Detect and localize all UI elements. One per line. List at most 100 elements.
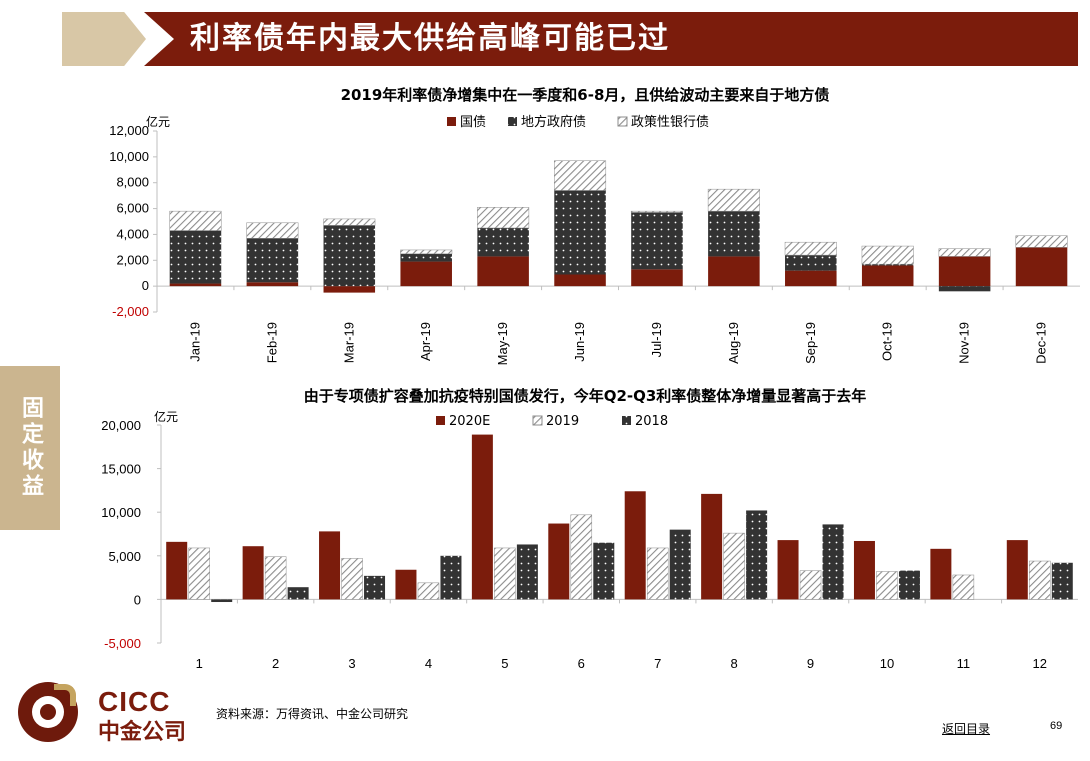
chart1-unit: 亿元 — [146, 114, 170, 129]
legend-label-s1: 国债 — [460, 115, 486, 130]
chart2-bar-1-3 — [319, 531, 341, 600]
chart1-bar-3-1 — [169, 210, 222, 231]
legend-swatch-s1 — [447, 117, 456, 126]
chart2-x-tick: 12 — [1033, 656, 1047, 671]
chart2-y-tick: 10,000 — [101, 505, 141, 520]
legend-swatch-s3 — [617, 116, 628, 127]
chart1-bar-2-8 — [708, 211, 760, 257]
chart2-bar-3-9 — [822, 524, 844, 600]
chart1-bar-3-5 — [477, 207, 530, 229]
chart2-bar-1-5 — [471, 434, 493, 600]
chart1-bar-1-4 — [400, 261, 452, 287]
chart2-bar-2-10 — [876, 571, 898, 600]
legend-swatch-s1 — [436, 416, 445, 425]
source-note: 资料来源：万得资讯、中金公司研究 — [216, 707, 409, 721]
chart2-bar-2-5 — [494, 547, 516, 600]
chart2-title: 由于专项债扩容叠加抗疫特别国债发行，今年Q2-Q3利率债整体净增量显著高于去年 — [304, 387, 867, 405]
legend-label-s1: 2020E — [449, 414, 490, 429]
chart2-x-tick: 2 — [272, 656, 279, 671]
chart1-bar-2-10 — [861, 264, 914, 266]
chart2-x-tick: 6 — [578, 656, 585, 671]
chart2-bar-1-9 — [777, 540, 799, 600]
chart1-x-tick: Apr-19 — [418, 322, 433, 361]
chart2-bar-3-4 — [440, 555, 462, 600]
chart1-y-tick: -2,000 — [112, 304, 149, 319]
chart1-bar-2-11 — [938, 286, 991, 292]
chart1-x-tick: Jul-19 — [649, 322, 664, 357]
chart2-bar-3-7 — [669, 529, 691, 600]
chart1-y-tick: 4,000 — [116, 226, 149, 241]
chart1-bar-3-12 — [1015, 235, 1068, 248]
chart1-bar-1-11 — [938, 256, 991, 287]
chart2-bar-2-1 — [188, 547, 210, 600]
chart2-bar-3-1 — [211, 599, 233, 603]
chart1-bar-3-7 — [630, 210, 683, 213]
legend-label-s2: 地方政府债 — [521, 114, 586, 130]
legend-swatch-s3 — [622, 416, 631, 425]
page-title: 利率债年内最大供给高峰可能已过 — [190, 21, 670, 56]
chart2-x-tick: 3 — [348, 656, 355, 671]
chart1-bar-1-12 — [1015, 247, 1068, 287]
chart2-bar-2-4 — [417, 582, 440, 600]
chart1-x-tick: Jan-19 — [187, 322, 202, 362]
chart1-x-tick: Feb-19 — [264, 322, 279, 363]
chart1-x-tick: Jun-19 — [572, 322, 587, 362]
chart2-x-tick: 4 — [425, 656, 432, 671]
chart1-bar-2-1 — [169, 230, 222, 284]
chart1-bar-1-7 — [631, 269, 683, 287]
chart2-bar-3-8 — [746, 510, 768, 600]
chart1-y-tick: 0 — [142, 278, 149, 293]
legend-swatch-s2 — [508, 117, 517, 126]
chart2-bar-1-12 — [1006, 540, 1028, 600]
chart2-y-tick: 5,000 — [108, 549, 141, 564]
back-to-contents-link[interactable]: 返回目录 — [942, 722, 991, 736]
chart1-legend: 国债 地方政府债 政策性银行债 — [447, 114, 709, 130]
chart1-bar-1-9 — [785, 270, 837, 287]
banner-accent — [62, 12, 146, 66]
logo-text-cn: 中金公司 — [98, 720, 187, 745]
chart1-y-tick: 10,000 — [109, 149, 149, 164]
chart1-bar-1-2 — [246, 282, 299, 287]
chart1-x-tick: Dec-19 — [1034, 322, 1049, 364]
logo-text-en: CICC — [98, 686, 171, 717]
chart1-x-tick: Mar-19 — [341, 322, 356, 363]
chart-monthly-supply-2019: 2019年利率债净增集中在一季度和6-8月，且供给波动主要来自于地方债 亿元 国… — [109, 86, 1080, 365]
chart2-bar-2-8 — [723, 532, 745, 600]
chart2-bar-3-2 — [287, 587, 309, 600]
chart2-bar-1-7 — [624, 491, 646, 600]
section-tab[interactable]: 固定收益 — [0, 366, 60, 530]
chart2-bar-2-3 — [341, 558, 363, 600]
chart1-bar-3-4 — [400, 249, 453, 255]
chart1-bar-3-11 — [938, 248, 991, 257]
chart2-bar-3-6 — [593, 542, 615, 600]
chart1-bar-1-8 — [708, 256, 760, 287]
chart2-y-tick: -5,000 — [104, 636, 141, 651]
chart1-bar-3-6 — [554, 160, 607, 191]
chart2-x-tick: 8 — [731, 656, 738, 671]
chart2-bar-1-10 — [853, 540, 875, 600]
chart1-x-tick: Nov-19 — [957, 322, 972, 364]
chart1-bar-1-1 — [169, 283, 222, 287]
chart1-bar-3-10 — [861, 245, 914, 265]
chart2-bar-1-8 — [701, 493, 723, 600]
chart2-x-tick: 7 — [654, 656, 661, 671]
chart2-legend: 2020E 2019 2018 — [436, 414, 668, 429]
chart2-bar-3-5 — [516, 544, 538, 600]
legend-swatch-s2 — [532, 415, 543, 426]
chart1-bar-2-3 — [323, 225, 376, 287]
chart-monthly-supply-compare: 由于专项债扩容叠加抗疫特别国债发行，今年Q2-Q3利率债整体净增量显著高于去年 … — [101, 387, 1078, 671]
chart2-bar-2-6 — [570, 514, 593, 600]
chart1-bar-2-7 — [631, 212, 683, 270]
chart1-bar-2-4 — [400, 253, 452, 262]
page-number: 69 — [1050, 720, 1063, 732]
chart2-unit: 亿元 — [154, 409, 178, 424]
chart1-bar-3-2 — [246, 222, 299, 239]
chart2-x-tick: 1 — [196, 656, 203, 671]
chart1-x-tick: Oct-19 — [880, 322, 895, 361]
chart2-bar-3-12 — [1051, 562, 1073, 600]
chart2-y-tick: 20,000 — [101, 418, 141, 433]
chart2-bar-2-2 — [264, 556, 287, 600]
chart2-bar-1-2 — [242, 546, 264, 600]
chart2-bar-2-9 — [799, 570, 822, 600]
chart1-bar-3-3 — [323, 218, 376, 226]
